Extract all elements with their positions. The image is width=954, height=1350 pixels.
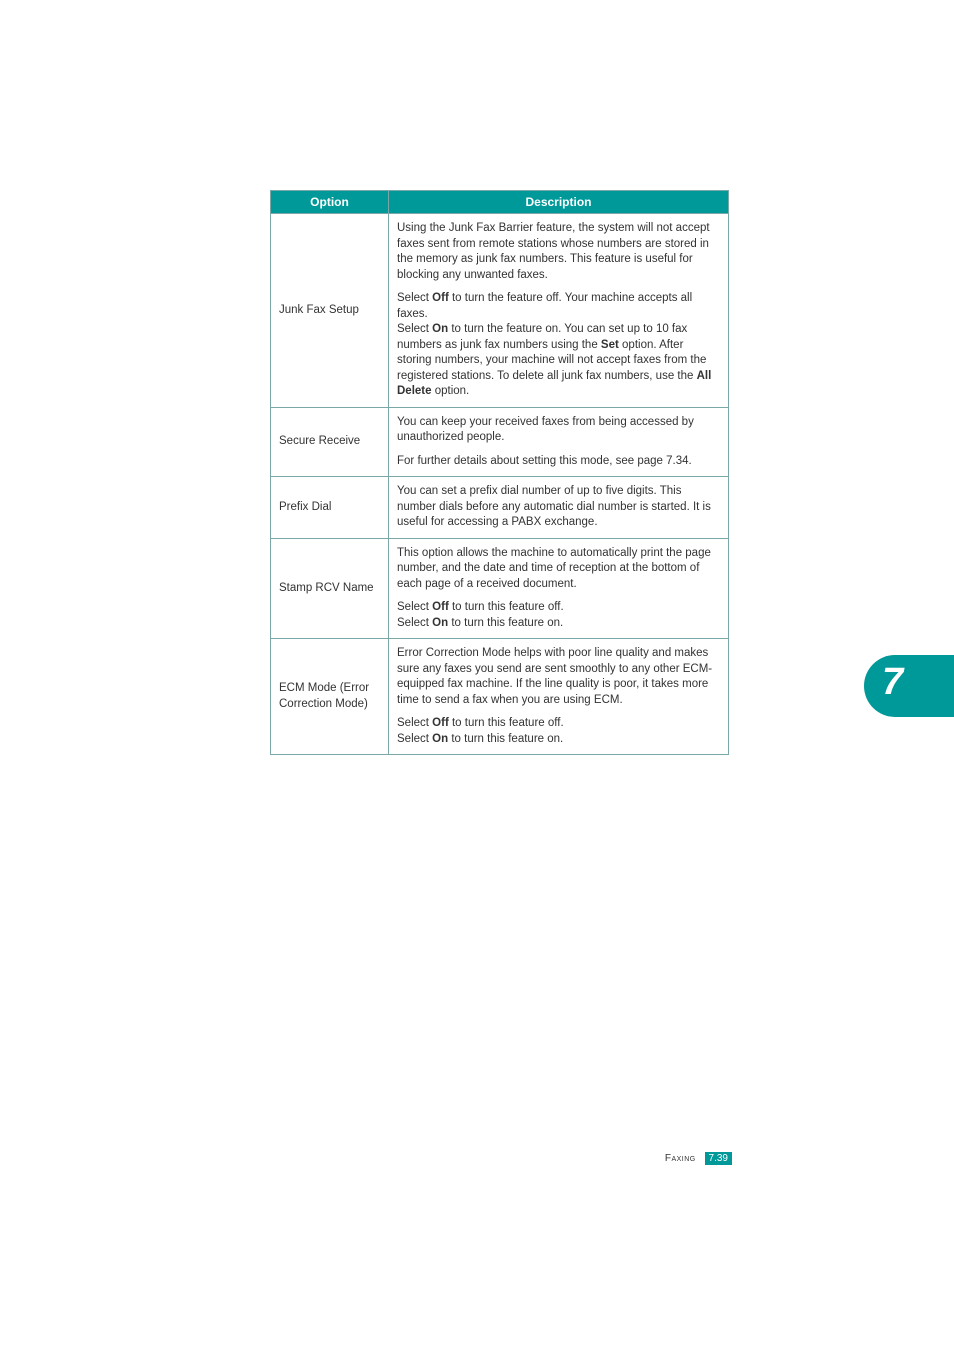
desc-paragraph: You can keep your received faxes from be… xyxy=(397,415,720,446)
desc-paragraph: For further details about setting this m… xyxy=(397,454,720,470)
option-junk-fax-setup: Junk Fax Setup xyxy=(271,214,389,408)
chapter-number: 7 xyxy=(882,661,903,704)
table-row: Prefix Dial You can set a prefix dial nu… xyxy=(271,477,729,539)
option-ecm-mode: ECM Mode (Error Correction Mode) xyxy=(271,639,389,755)
options-table: Option Description Junk Fax Setup Using … xyxy=(270,190,729,755)
option-secure-receive: Secure Receive xyxy=(271,407,389,477)
page-footer: Faxing 7.39 xyxy=(665,1152,732,1165)
desc-paragraph: This option allows the machine to automa… xyxy=(397,546,720,593)
table-row: Stamp RCV Name This option allows the ma… xyxy=(271,538,729,639)
footer-page-number: 7.39 xyxy=(705,1152,732,1165)
header-description: Description xyxy=(389,191,729,214)
desc-paragraph: Select Off to turn this feature off. Sel… xyxy=(397,716,720,747)
desc-secure-receive: You can keep your received faxes from be… xyxy=(389,407,729,477)
option-prefix-dial: Prefix Dial xyxy=(271,477,389,539)
desc-stamp-rcv-name: This option allows the machine to automa… xyxy=(389,538,729,639)
options-table-container: Option Description Junk Fax Setup Using … xyxy=(270,190,728,755)
table-row: Junk Fax Setup Using the Junk Fax Barrie… xyxy=(271,214,729,408)
table-row: ECM Mode (Error Correction Mode) Error C… xyxy=(271,639,729,755)
desc-prefix-dial: You can set a prefix dial number of up t… xyxy=(389,477,729,539)
option-stamp-rcv-name: Stamp RCV Name xyxy=(271,538,389,639)
header-option: Option xyxy=(271,191,389,214)
chapter-tab: 7 xyxy=(864,655,954,717)
desc-paragraph: Select Off to turn the feature off. Your… xyxy=(397,291,720,400)
desc-paragraph: Using the Junk Fax Barrier feature, the … xyxy=(397,221,720,283)
desc-junk-fax-setup: Using the Junk Fax Barrier feature, the … xyxy=(389,214,729,408)
desc-paragraph: Select Off to turn this feature off. Sel… xyxy=(397,600,720,631)
table-row: Secure Receive You can keep your receive… xyxy=(271,407,729,477)
desc-ecm-mode: Error Correction Mode helps with poor li… xyxy=(389,639,729,755)
footer-section-label: Faxing xyxy=(665,1153,696,1164)
desc-paragraph: Error Correction Mode helps with poor li… xyxy=(397,646,720,708)
desc-paragraph: You can set a prefix dial number of up t… xyxy=(397,484,720,531)
